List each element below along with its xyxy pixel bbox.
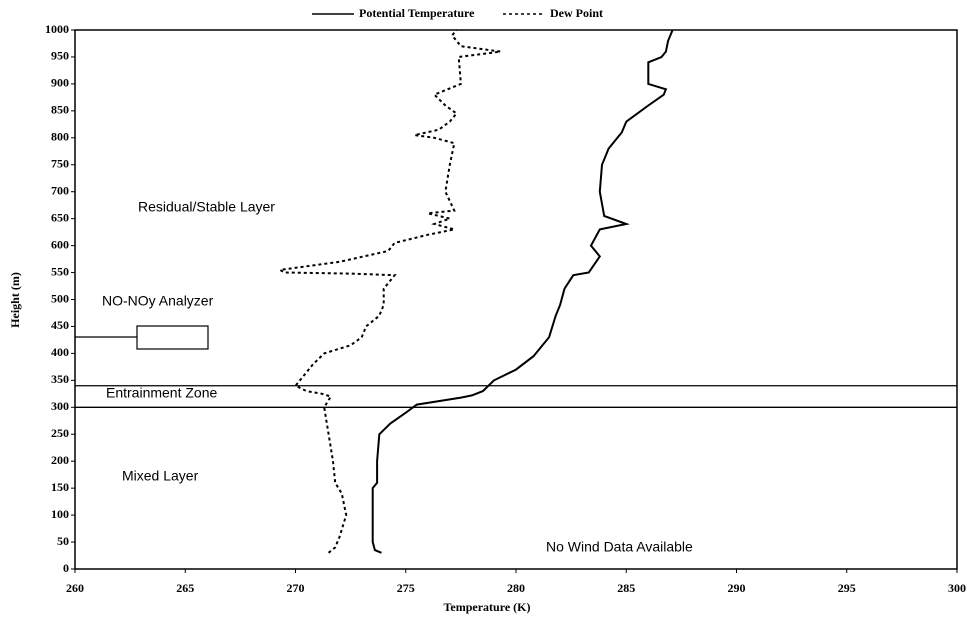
y-tick-label: 200 (51, 453, 69, 467)
analyzer-box (136, 325, 209, 350)
legend-label: Dew Point (550, 6, 603, 20)
y-tick-label: 400 (51, 345, 69, 359)
x-axis-label: Temperature (K) (444, 600, 531, 614)
y-tick-label: 800 (51, 130, 69, 144)
y-tick-label: 900 (51, 76, 69, 90)
y-tick-label: 950 (51, 49, 69, 63)
y-tick-label: 700 (51, 183, 69, 197)
y-axis-label: Height (m) (8, 272, 22, 328)
x-tick-label: 285 (617, 581, 635, 595)
y-tick-label: 450 (51, 318, 69, 332)
y-tick-label: 350 (51, 372, 69, 386)
annotation: Mixed Layer (122, 468, 199, 484)
x-tick-label: 290 (728, 581, 746, 595)
y-tick-label: 550 (51, 264, 69, 278)
x-tick-label: 300 (948, 581, 966, 595)
y-tick-label: 300 (51, 399, 69, 413)
annotation: Residual/Stable Layer (138, 199, 275, 215)
y-tick-label: 50 (57, 534, 69, 548)
x-tick-label: 295 (838, 581, 856, 595)
series-line (371, 29, 674, 554)
x-tick-label: 270 (287, 581, 305, 595)
series-line (277, 29, 501, 554)
y-tick-label: 850 (51, 103, 69, 117)
y-tick-label: 150 (51, 480, 69, 494)
x-tick-label: 265 (176, 581, 194, 595)
y-tick-label: 100 (51, 507, 69, 521)
y-tick-label: 600 (51, 237, 69, 251)
y-tick-label: 750 (51, 157, 69, 171)
y-tick-label: 1000 (45, 22, 69, 36)
y-tick-label: 650 (51, 210, 69, 224)
y-tick-label: 0 (63, 561, 69, 575)
annotation: NO-NOy Analyzer (102, 293, 214, 309)
y-tick-label: 500 (51, 291, 69, 305)
annotation: No Wind Data Available (546, 539, 693, 555)
x-tick-label: 275 (397, 581, 415, 595)
legend-label: Potential Temperature (359, 6, 475, 20)
x-tick-label: 260 (66, 581, 84, 595)
x-tick-label: 280 (507, 581, 525, 595)
annotation: Entrainment Zone (106, 385, 217, 401)
y-tick-label: 250 (51, 426, 69, 440)
